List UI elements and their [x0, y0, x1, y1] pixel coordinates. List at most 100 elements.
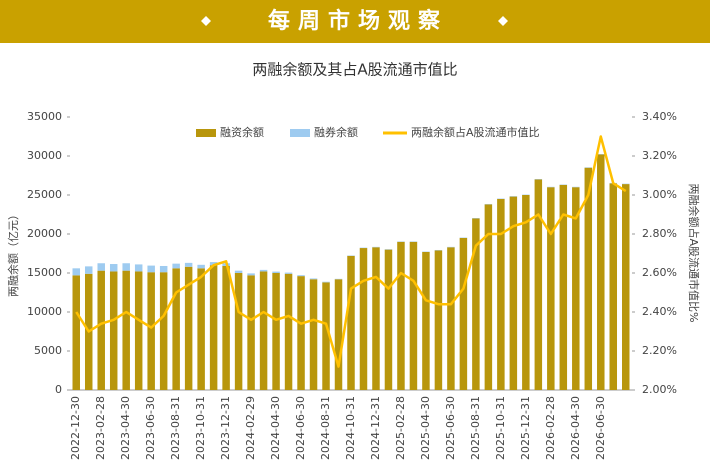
bar	[209, 262, 218, 266]
y-tick-label: 20000	[27, 227, 62, 240]
bar	[484, 204, 493, 390]
x-tick-label: 2025-12-31	[519, 396, 532, 460]
bar	[72, 268, 80, 276]
y2-tick-label: 2.20%	[642, 344, 677, 357]
bar	[109, 271, 118, 390]
bar	[297, 275, 305, 277]
bar	[384, 249, 393, 390]
x-tick-label: 2026-04-30	[569, 396, 582, 460]
y-tick-label: 0	[55, 383, 62, 396]
bar	[397, 241, 405, 390]
line	[75, 135, 627, 368]
y-tick-label: 5000	[34, 344, 62, 357]
bar	[372, 247, 380, 390]
y-tick-label: 25000	[27, 188, 62, 201]
bar	[184, 262, 193, 267]
bar	[159, 272, 168, 390]
x-tick-label: 2025-02-28	[394, 396, 407, 460]
x-tick-label: 2026-06-30	[594, 396, 607, 460]
bar	[497, 198, 505, 390]
bar	[334, 279, 343, 390]
bar	[147, 272, 155, 390]
y2-tick-label: 2.60%	[642, 266, 677, 279]
bar	[434, 250, 443, 390]
bar	[147, 265, 155, 273]
x-tick-label: 2026-02-28	[544, 396, 557, 460]
bar	[447, 247, 455, 390]
bar	[509, 196, 518, 390]
bar	[534, 179, 543, 390]
bar	[422, 251, 430, 390]
bar	[609, 183, 618, 390]
bar	[597, 154, 605, 390]
bar	[72, 275, 80, 390]
x-tick-label: 2025-06-30	[444, 396, 457, 460]
bar	[122, 270, 130, 390]
bar	[84, 266, 93, 274]
bar	[97, 263, 105, 271]
bar	[559, 184, 568, 390]
bar	[284, 273, 293, 390]
bar	[522, 195, 530, 390]
x-tick-label: 2023-08-31	[169, 396, 182, 460]
x-tick-label: 2024-12-31	[369, 396, 382, 460]
x-tick-label: 2025-04-30	[419, 396, 432, 460]
bar	[247, 273, 255, 276]
bar	[547, 187, 555, 390]
bar	[234, 273, 243, 390]
bar	[622, 184, 630, 390]
x-tick-label: 2024-06-30	[294, 396, 307, 460]
bar	[134, 271, 143, 390]
legend-swatch	[196, 129, 216, 137]
bar	[209, 265, 218, 390]
x-tick-label: 2025-10-31	[494, 396, 507, 460]
x-tick-label: 2023-10-31	[194, 396, 207, 460]
bar	[197, 268, 205, 390]
y2-tick-label: 3.20%	[642, 149, 677, 162]
legend-label: 两融余额占A股流通市值比	[411, 125, 540, 139]
bar	[259, 269, 268, 272]
y2-axis-title: 两融余额占A股流通市值比%	[687, 184, 701, 323]
x-tick-label: 2022-12-30	[69, 396, 82, 460]
x-tick-label: 2024-10-31	[344, 396, 357, 460]
bar	[259, 271, 268, 390]
legend-label: 融资余额	[220, 125, 264, 139]
bar	[359, 248, 368, 390]
x-tick-label: 2024-02-29	[244, 396, 257, 460]
chart-title: 两融余额及其占A股流通市值比	[252, 61, 457, 79]
y2-tick-label: 3.40%	[642, 110, 677, 123]
bar	[234, 270, 243, 273]
y-tick-label: 35000	[27, 110, 62, 123]
x-tick-label: 2024-04-30	[269, 396, 282, 460]
x-tick-label: 2025-08-31	[469, 396, 482, 460]
bar	[109, 264, 118, 272]
diamond	[498, 16, 508, 26]
bar	[309, 278, 318, 280]
legend-label: 融券余额	[314, 125, 358, 139]
bar	[172, 263, 180, 269]
y2-tick-label: 3.00%	[642, 188, 677, 201]
y2-tick-label: 2.00%	[642, 383, 677, 396]
bar	[122, 263, 130, 271]
bar	[134, 264, 143, 272]
x-tick-label: 2023-04-30	[119, 396, 132, 460]
bar	[572, 187, 580, 390]
bar	[322, 281, 330, 283]
x-tick-label: 2023-06-30	[144, 396, 157, 460]
bar	[297, 276, 305, 390]
y-axis-title: 两融余额（亿元）	[6, 209, 20, 297]
bar	[184, 266, 193, 390]
bar	[409, 241, 418, 390]
bar	[309, 279, 318, 390]
legend-swatch	[290, 129, 310, 137]
header-title: 每周市场观察	[268, 8, 448, 34]
bar	[472, 218, 480, 390]
bar	[272, 271, 280, 273]
header-band	[0, 0, 710, 43]
y-tick-label: 10000	[27, 305, 62, 318]
bar	[284, 272, 293, 274]
bar	[272, 273, 280, 390]
diamond	[201, 16, 211, 26]
